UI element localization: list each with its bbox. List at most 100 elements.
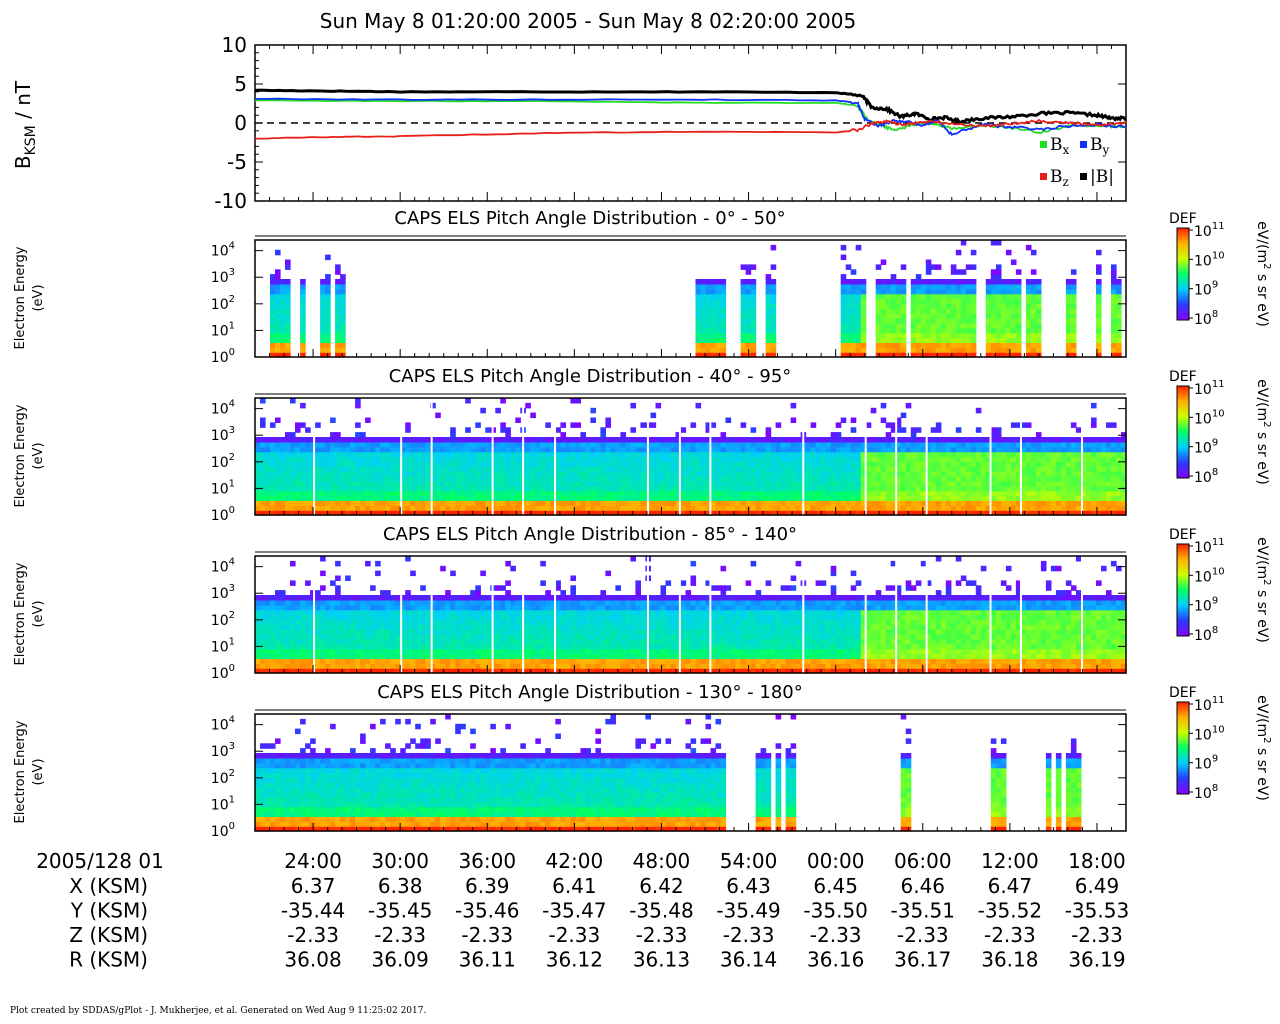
spectrogram-cell: [895, 510, 902, 516]
spectrogram-cell: [555, 476, 561, 482]
spectrogram-cell: [1020, 437, 1027, 443]
spectrogram-cell: [425, 629, 431, 635]
spectrogram-cell: [685, 451, 692, 458]
spectrogram-cell: [890, 279, 897, 285]
spectrogram-cell: [915, 505, 922, 511]
spectrogram-cell: [360, 461, 366, 467]
spectrogram-cell: [950, 456, 957, 462]
spectrogram-cell: [805, 510, 812, 516]
spectrogram-cell: [465, 480, 471, 487]
spectrogram-cell: [790, 480, 797, 487]
spectrogram-cell: [935, 303, 942, 309]
spectrogram-cell: [430, 490, 436, 497]
spectrogram-cell: [325, 495, 331, 501]
spectrogram-cell: [335, 634, 341, 640]
spectrogram-cell: [405, 604, 411, 611]
tick-base: 10: [1194, 441, 1212, 457]
spectrogram-cell: [1065, 466, 1072, 472]
spectrogram-cell: [530, 500, 536, 506]
spectrogram-cell: [430, 451, 436, 458]
spectrogram-cell: [415, 437, 421, 443]
spectrogram-cell: [545, 505, 551, 511]
spectrogram-cell: [940, 303, 947, 309]
spectrogram-cell: [955, 298, 962, 304]
spectrogram-cell: [295, 595, 301, 601]
spectrogram-cell: [955, 293, 962, 300]
spectrogram-cell: [975, 500, 982, 506]
spectrogram-cell: [950, 461, 957, 467]
spectrogram-cell: [720, 466, 727, 472]
spectrogram-cell: [970, 288, 977, 295]
spectrogram-cell: [535, 476, 541, 482]
spectrogram-cell: [475, 461, 481, 467]
spectrogram-cell: [745, 456, 752, 462]
spectrogram-cell: [805, 480, 812, 487]
spectrogram-cell: [885, 480, 892, 487]
spectrogram-cell: [380, 485, 386, 492]
spectrogram-cell: [920, 480, 927, 487]
spectrogram-cell: [935, 471, 942, 477]
spectrogram-cell: [850, 342, 857, 348]
spectrogram-cell: [460, 451, 466, 458]
spectrogram-cell: [265, 461, 271, 467]
spectrogram-cell: [1116, 322, 1122, 329]
spectrogram-cell: [850, 337, 857, 343]
spectrogram-cell: [620, 432, 626, 438]
spectrogram-cell: [340, 322, 346, 329]
spectrogram-cell: [1111, 352, 1117, 358]
spectrogram-cell: [385, 590, 391, 596]
tick-exponent: 10: [1212, 408, 1225, 419]
spectrogram-cell: [1010, 279, 1017, 285]
spectrogram-cell: [790, 500, 797, 506]
spectrogram-cell: [295, 629, 301, 635]
spectrogram-cell: [995, 322, 1002, 329]
spectrogram-cell: [420, 495, 426, 501]
spectrogram-cell: [325, 332, 331, 339]
spectrogram-cell: [305, 490, 311, 497]
spectrogram-cell: [630, 510, 636, 516]
spectrogram-cell: [270, 653, 276, 659]
spectrogram-cell: [475, 480, 481, 487]
spectrogram-cell: [510, 500, 516, 506]
spectrogram-cell: [450, 505, 456, 511]
spectrogram-cell: [930, 283, 937, 290]
spectrogram-cell: [525, 500, 531, 506]
spectrogram-cell: [915, 293, 922, 300]
spectrogram-cell: [465, 490, 471, 497]
spectrogram-cell: [740, 485, 747, 492]
spectrogram-cell: [290, 629, 296, 635]
spectrogram-cell: [900, 264, 907, 270]
spectrogram-cell: [660, 485, 667, 492]
spectrogram-cell: [280, 456, 286, 462]
spectrogram-cell: [305, 624, 311, 630]
spectrogram-cell: [350, 505, 356, 511]
spectrogram-cell: [620, 466, 626, 472]
spectrogram-cell: [445, 441, 451, 448]
spectrogram-cell: [535, 510, 541, 516]
spectrogram-cell: [1065, 313, 1072, 319]
spectrogram-cell: [395, 668, 401, 674]
spectrogram-cell: [265, 437, 271, 443]
spectrogram-cell: [1005, 510, 1012, 516]
spectrogram-cell: [715, 510, 722, 516]
spectrogram-cell: [885, 313, 892, 319]
spectrogram-cell: [545, 480, 551, 487]
spectrogram-cell: [275, 663, 281, 669]
spectrogram-cell: [935, 332, 942, 339]
spectrogram-cell: [740, 451, 747, 458]
spectrogram-cell: [990, 437, 997, 443]
spectrogram-cell: [510, 510, 516, 516]
spectrogram-cell: [260, 619, 266, 625]
spectrogram-cell: [600, 451, 606, 458]
spectrogram-cell: [875, 327, 882, 334]
spectrogram-cell: [1101, 466, 1107, 472]
spectrogram-cell: [585, 441, 591, 448]
spectrogram-cell: [785, 456, 792, 462]
spectrogram-cell: [700, 318, 707, 324]
spectrogram-cell: [360, 668, 366, 674]
spectrogram-cell: [980, 461, 987, 467]
spectrogram-cell: [970, 322, 977, 329]
spec-ytick-label: 100: [211, 505, 235, 524]
spectrogram-cell: [840, 303, 847, 309]
spectrogram-cell: [995, 466, 1002, 472]
